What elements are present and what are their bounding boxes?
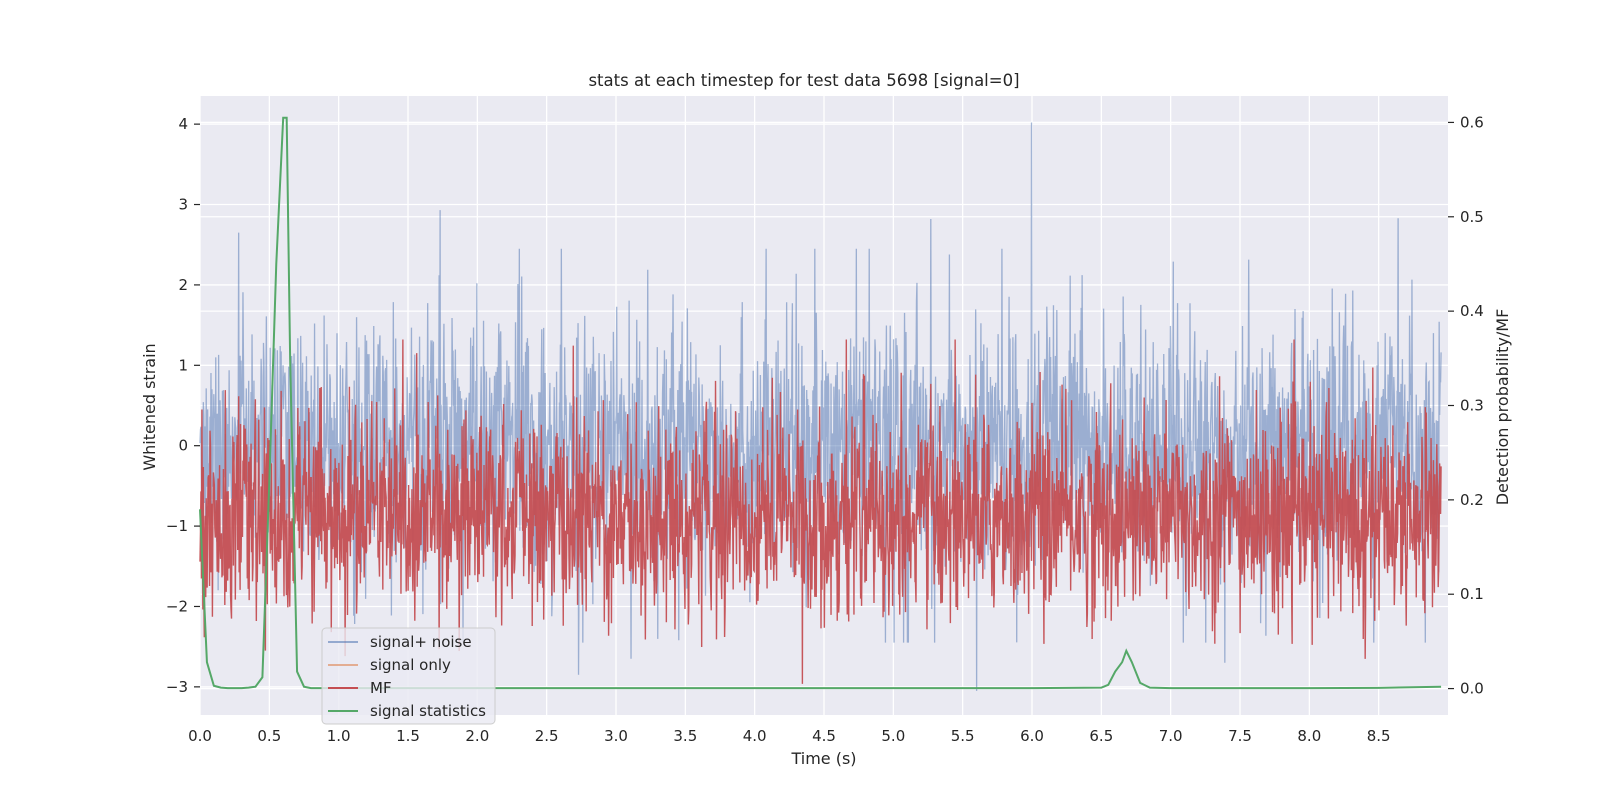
legend-label: signal only	[370, 656, 451, 674]
x-tick-label: 4.5	[812, 727, 836, 745]
legend-frame	[321, 627, 496, 725]
y-left-tick-label: 3	[178, 196, 188, 214]
x-tick-label: 0.5	[257, 727, 281, 745]
y-right-tick-label: 0.3	[1460, 397, 1484, 415]
y-right-tick-label: 0.6	[1460, 113, 1484, 131]
y-axis-label-right: Detection probability/MF	[1493, 309, 1512, 506]
series-mf	[199, 339, 1442, 684]
x-tick-label: 6.5	[1089, 727, 1113, 745]
x-tick-label: 1.0	[327, 727, 351, 745]
x-tick-label: 8.5	[1367, 727, 1391, 745]
y-left-tick-label: −1	[166, 517, 188, 535]
legend-label: MF	[370, 679, 392, 697]
legend-label: signal+ noise	[370, 633, 472, 651]
y-right-tick-label: 0.5	[1460, 208, 1484, 226]
axes: 0.0 0.5 1.0 1.5 2.0 2.5 3.0 3.5 4.0 4.5 5.0 5.5 6.0 6…	[166, 113, 1484, 745]
y-left-tick-label: −2	[166, 597, 188, 615]
x-tick-label: 0.0	[188, 727, 212, 745]
x-tick-label: 4.0	[743, 727, 767, 745]
legend-label: signal statistics	[370, 702, 486, 720]
y-left-tick-label: 2	[178, 276, 188, 294]
x-tick-label: 6.0	[1020, 727, 1044, 745]
y-right-tick-label: 0.4	[1460, 302, 1484, 320]
x-tick-label: 5.0	[881, 727, 905, 745]
x-tick-label: 5.5	[951, 727, 975, 745]
chart-title: stats at each timestep for test data 569…	[588, 71, 1019, 90]
x-tick-label: 3.0	[604, 727, 628, 745]
x-tick-label: 1.5	[396, 727, 420, 745]
y-right-tick-label: 0.1	[1460, 585, 1484, 603]
y-right-tick-label: 0.0	[1460, 680, 1484, 698]
y-left-tick-label: 1	[178, 356, 188, 374]
x-tick-label: 7.5	[1228, 727, 1252, 745]
y-axis-label-left: Whitened strain	[140, 343, 159, 470]
y-right-tick-label: 0.2	[1460, 491, 1484, 509]
x-tick-label: 2.5	[535, 727, 559, 745]
legend: signal+ noise signal only MF signal statist…	[321, 627, 496, 725]
x-tick-label: 8.0	[1297, 727, 1321, 745]
y-left-tick-label: 4	[178, 115, 188, 133]
x-tick-label: 2.0	[465, 727, 489, 745]
x-tick-label: 3.5	[673, 727, 697, 745]
y-left-tick-label: −3	[166, 678, 188, 696]
x-axis-label: Time (s)	[790, 749, 856, 768]
y-left-tick-label: 0	[178, 437, 188, 455]
x-tick-label: 7.0	[1159, 727, 1183, 745]
mf-line	[199, 339, 1442, 684]
